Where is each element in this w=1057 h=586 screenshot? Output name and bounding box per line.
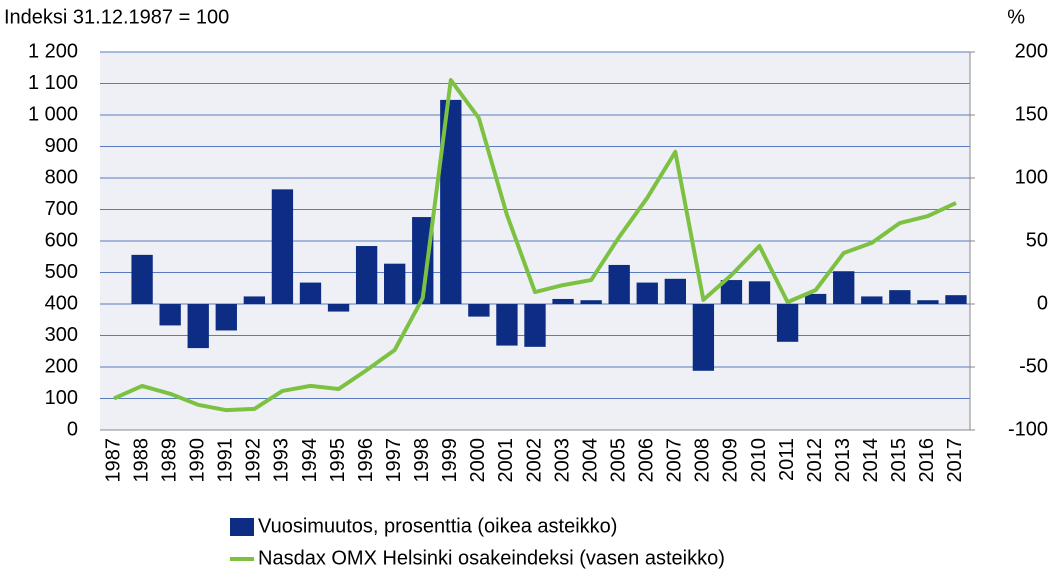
x-tick-label: 1995 bbox=[327, 438, 349, 483]
bar bbox=[776, 304, 799, 342]
x-tick-label: 1990 bbox=[187, 438, 209, 483]
bar bbox=[299, 282, 322, 304]
bar bbox=[804, 293, 827, 304]
x-tick-label: 2008 bbox=[692, 438, 714, 483]
y-tick-label: 0 bbox=[67, 418, 78, 440]
legend-swatch bbox=[230, 518, 254, 536]
x-tick-label: 1992 bbox=[243, 438, 265, 483]
y-tick-label: 200 bbox=[45, 355, 78, 377]
bar bbox=[889, 290, 911, 304]
y2-axis-title: % bbox=[1007, 6, 1025, 28]
bar bbox=[355, 246, 378, 304]
x-tick-label: 2009 bbox=[720, 438, 742, 483]
bar bbox=[496, 304, 518, 346]
x-tick-label: 1997 bbox=[383, 438, 405, 483]
y-tick-label: 100 bbox=[45, 387, 78, 409]
bar bbox=[861, 296, 883, 304]
x-tick-label: 1998 bbox=[411, 438, 433, 483]
bar bbox=[271, 189, 294, 304]
x-tick-label: 2013 bbox=[832, 438, 854, 483]
x-tick-label: 2001 bbox=[495, 438, 517, 483]
y2-tick-label: -50 bbox=[1019, 355, 1048, 377]
bar bbox=[131, 254, 153, 304]
x-tick-label: 1996 bbox=[355, 438, 377, 483]
x-tick-label: 2006 bbox=[636, 438, 658, 483]
y-tick-label: 600 bbox=[45, 229, 78, 251]
bar bbox=[608, 264, 630, 304]
x-tick-label: 2012 bbox=[804, 438, 826, 483]
y-tick-label: 1 000 bbox=[28, 103, 78, 125]
bar bbox=[945, 295, 967, 304]
bar bbox=[187, 304, 209, 349]
legend-label: Nasdax OMX Helsinki osakeindeksi (vasen … bbox=[258, 547, 725, 569]
x-tick-label: 1988 bbox=[130, 438, 152, 483]
y2-tick-label: 50 bbox=[1026, 229, 1048, 251]
bar bbox=[636, 282, 658, 304]
bar bbox=[384, 263, 406, 304]
bar bbox=[215, 304, 237, 331]
bar bbox=[580, 300, 602, 304]
bar bbox=[243, 296, 266, 304]
x-tick-label: 1989 bbox=[158, 438, 180, 483]
y-tick-label: 300 bbox=[45, 324, 78, 346]
bar bbox=[412, 217, 434, 304]
bar bbox=[692, 304, 715, 371]
bar bbox=[552, 298, 574, 304]
x-tick-label: 1991 bbox=[215, 438, 237, 483]
y-tick-label: 800 bbox=[45, 166, 78, 188]
x-tick-label: 2000 bbox=[467, 438, 489, 483]
y2-tick-label: 0 bbox=[1037, 292, 1048, 314]
x-tick-label: 2010 bbox=[748, 438, 770, 483]
bar bbox=[833, 271, 855, 304]
x-tick-label: 2014 bbox=[860, 438, 882, 483]
y-axis-title: Indeksi 31.12.1987 = 100 bbox=[4, 6, 229, 28]
x-tick-label: 2017 bbox=[944, 438, 966, 483]
bar bbox=[664, 278, 686, 304]
legend-label: Vuosimuutos, prosenttia (oikea asteikko) bbox=[258, 515, 617, 537]
bar bbox=[440, 99, 462, 304]
x-tick-label: 2002 bbox=[523, 438, 545, 483]
y2-tick-label: 200 bbox=[1015, 40, 1048, 62]
y-tick-label: 1 100 bbox=[28, 72, 78, 94]
x-tick-label: 2016 bbox=[916, 438, 938, 483]
y-tick-label: 500 bbox=[45, 261, 78, 283]
bar bbox=[917, 300, 939, 304]
x-tick-label: 2011 bbox=[776, 438, 798, 481]
y-tick-label: 400 bbox=[45, 292, 78, 314]
bar bbox=[159, 304, 181, 326]
x-tick-label: 1987 bbox=[102, 438, 124, 483]
x-tick-label: 2005 bbox=[607, 438, 629, 483]
x-tick-label: 2015 bbox=[888, 438, 910, 483]
y2-tick-label: -100 bbox=[1008, 418, 1048, 440]
y2-tick-label: 150 bbox=[1015, 103, 1048, 125]
y-tick-label: 900 bbox=[45, 135, 78, 157]
x-tick-label: 2004 bbox=[579, 438, 601, 483]
x-tick-label: 1999 bbox=[439, 438, 461, 483]
bar bbox=[524, 304, 546, 347]
y2-tick-label: 100 bbox=[1015, 166, 1048, 188]
x-tick-label: 2007 bbox=[664, 438, 686, 483]
y-tick-label: 1 200 bbox=[28, 40, 78, 62]
y-tick-label: 700 bbox=[45, 198, 78, 220]
bar bbox=[748, 281, 771, 304]
bar bbox=[327, 304, 350, 312]
bar bbox=[468, 304, 490, 317]
bar bbox=[720, 280, 743, 304]
line bbox=[113, 78, 957, 413]
x-tick-label: 2003 bbox=[551, 438, 573, 483]
x-tick-label: 1993 bbox=[271, 438, 293, 483]
x-tick-label: 1994 bbox=[299, 438, 321, 483]
